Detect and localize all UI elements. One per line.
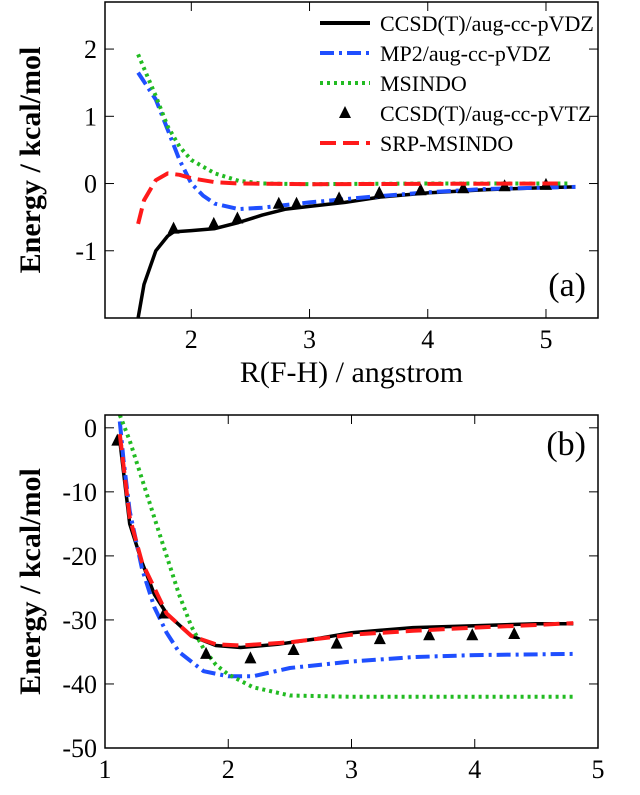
panel-label: (b) [546,426,586,463]
x-tick-label: 1 [99,755,112,784]
x-tick-label: 5 [539,325,552,354]
panel-a: 2 3 4 5 -1 0 1 2 R(F-H) / angstrom Energy / kcal/… [14,1,599,389]
data-point-triangle [457,181,470,194]
x-tick-label: 3 [303,325,316,354]
y-tick-label: 2 [84,35,97,64]
x-tick-label: 3 [345,755,358,784]
data-point-triangle [373,632,386,645]
y-tick-label: 0 [84,170,97,199]
legend-label: MSINDO [380,71,467,96]
y-tick-label: 0 [84,414,97,443]
data-point-triangle [290,196,303,209]
legend-label: CCSD(T)/aug-cc-pVTZ [380,101,591,126]
legend: CCSD(T)/aug-cc-pVDZ MP2/aug-cc-pVDZ MSINDO… [320,11,594,156]
data-point-triangle [414,183,427,196]
legend-marker-triangle [339,106,351,118]
series-group [111,415,574,699]
series-line-mp2-aug-cc-pvdz [136,71,576,212]
data-point-triangle [330,636,343,649]
y-tick-label: -10 [62,478,97,507]
y-tick-label: -20 [62,542,97,571]
plot-frame [104,1,599,319]
legend-label: CCSD(T)/aug-cc-pVDZ [380,11,594,36]
y-axis-label: Energy / kcal/mol [14,47,47,274]
plot-frame [104,414,599,749]
y-tick-label: 1 [84,102,97,131]
data-point-triangle [373,185,386,198]
data-point-triangle [466,628,479,641]
data-point-triangle [231,211,244,224]
y-axis-label: Energy / kcal/mol [14,468,47,695]
data-point-triangle [207,216,220,229]
x-tick-label: 4 [468,755,481,784]
y-tick-label: -40 [62,670,97,699]
legend-item: SRP-MSINDO [320,131,513,156]
x-tick-label: 2 [222,755,235,784]
legend-label: MP2/aug-cc-pVDZ [380,41,551,66]
series-line-mp2-aug-cc-pvdz [117,421,574,679]
legend-item: MP2/aug-cc-pVDZ [320,41,551,66]
y-tick-label: -1 [75,237,97,266]
legend-item: CCSD(T)/aug-cc-pVTZ [339,101,591,126]
data-point-triangle [287,643,300,656]
data-point-triangle [272,196,285,209]
legend-label: SRP-MSINDO [380,131,513,156]
data-point-triangle [508,627,521,640]
x-axis-label: R(F-H) / angstrom [240,356,463,389]
y-tick-label: -50 [62,734,97,763]
legend-item: CCSD(T)/aug-cc-pVDZ [320,11,594,36]
series-line-srp-msindo [117,433,574,648]
series-line-ccsd-t-aug-cc-pvdz [136,185,576,318]
series-line-srp-msindo [136,171,558,225]
legend-item: MSINDO [320,71,467,96]
data-point-triangle [333,191,346,204]
x-tick-label: 4 [421,325,434,354]
y-tick-label: -30 [62,606,97,635]
x-axis-label: R(C-H) / angstrom [238,786,465,790]
data-point-triangle [200,646,213,659]
data-point-triangle [423,628,436,641]
series-group [136,53,576,318]
data-point-triangle [244,651,257,664]
panel-label: (a) [548,267,586,304]
data-point-triangle [167,221,180,234]
x-tick-label: 2 [185,325,198,354]
panel-b: 1 2 3 4 5 -50 -40 -30 -20 -10 0 R(C-H) / angstrom En… [14,414,605,795]
x-tick-label: 5 [592,755,605,784]
